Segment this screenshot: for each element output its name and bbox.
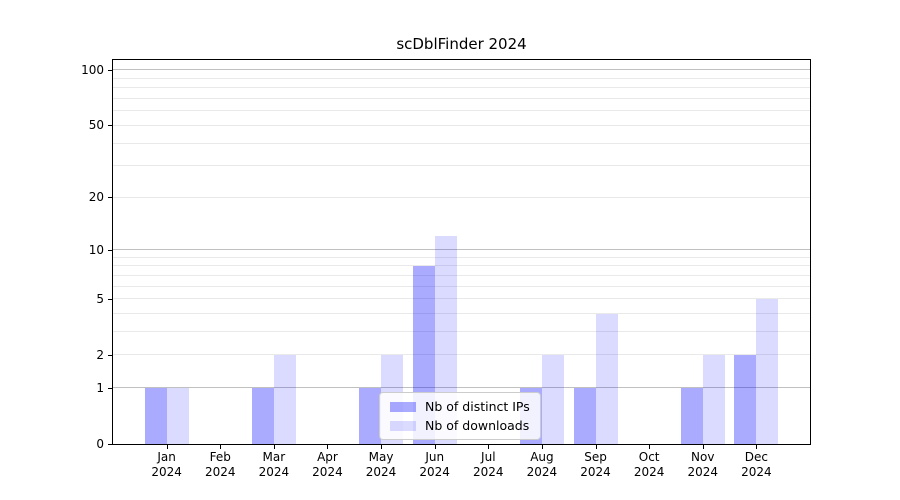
ytick-mark-5 (108, 298, 112, 300)
xtick-label-2: Feb 2024 (204, 450, 236, 479)
xtick-mark-9 (595, 445, 597, 449)
xtick-mark-11 (702, 445, 704, 449)
gridline-major-1 (113, 387, 810, 389)
xtick-mark-1 (166, 445, 168, 449)
xtick-mark-4 (327, 445, 329, 449)
ytick-label-10: 10 (88, 242, 104, 257)
ytick-label-20: 20 (88, 190, 104, 205)
xtick-mark-2 (220, 445, 222, 449)
gridline-minor-8 (113, 265, 810, 267)
gridline-minor-30 (113, 165, 810, 167)
legend: Nb of distinct IPs Nb of downloads (379, 392, 541, 440)
xtick-mark-7 (488, 445, 490, 449)
xtick-mark-10 (649, 445, 651, 449)
legend-swatch-distinct-ips-icon (390, 401, 416, 412)
ytick-label-0: 0 (96, 437, 104, 451)
bar-downloads-mar-2024 (273, 354, 296, 444)
xtick-label-5: May 2024 (365, 450, 397, 479)
ytick-mark-1 (108, 387, 112, 389)
chart-title: scDblFinder 2024 (396, 35, 527, 53)
ytick-label-5: 5 (96, 291, 104, 306)
ytick-label-100: 100 (81, 62, 104, 77)
bar-downloads-jan-2024 (166, 387, 189, 444)
ytick-mark-10 (108, 249, 112, 251)
xtick-mark-12 (756, 445, 758, 449)
gridline-minor-50 (113, 124, 810, 126)
gridline-minor-40 (113, 142, 810, 144)
xtick-label-7: Jul 2024 (473, 450, 504, 479)
gridline-major-100 (113, 69, 810, 71)
xtick-label-3: Mar 2024 (258, 450, 290, 479)
gridline-minor-7 (113, 274, 810, 276)
ytick-mark-50 (108, 125, 112, 127)
gridline-minor-2 (113, 354, 810, 356)
xtick-label-9: Sep 2024 (580, 450, 611, 479)
bar-ips-dec-2024 (734, 354, 757, 444)
xtick-label-8: Aug 2024 (526, 450, 558, 479)
legend-label-downloads: Nb of downloads (425, 418, 530, 433)
gridline-minor-80 (113, 87, 810, 89)
bar-ips-nov-2024 (680, 387, 703, 444)
xtick-mark-3 (273, 445, 275, 449)
ytick-label-50: 50 (88, 118, 104, 133)
ytick-mark-100 (108, 69, 112, 71)
ytick-mark-2 (108, 354, 112, 356)
bar-ips-mar-2024 (251, 387, 274, 444)
xtick-label-10: Oct 2024 (633, 450, 665, 479)
xtick-label-6: Jun 2024 (419, 450, 450, 479)
bar-downloads-aug-2024 (541, 354, 564, 444)
gridline-minor-20 (113, 196, 810, 198)
bar-downloads-sep-2024 (595, 313, 618, 444)
bar-downloads-nov-2024 (702, 354, 725, 444)
gridline-minor-90 (113, 77, 810, 79)
gridline-minor-60 (113, 110, 810, 112)
xtick-mark-5 (381, 445, 383, 449)
gridline-minor-9 (113, 256, 810, 258)
ytick-mark-0 (108, 444, 112, 445)
legend-item-downloads: Nb of downloads (390, 418, 530, 433)
gridline-minor-70 (113, 98, 810, 100)
legend-label-distinct-ips: Nb of distinct IPs (425, 399, 530, 414)
legend-item-distinct-ips: Nb of distinct IPs (390, 399, 530, 414)
ytick-label-2: 2 (96, 347, 104, 362)
plot-area (112, 59, 811, 445)
xtick-label-1: Jan 2024 (151, 450, 182, 479)
legend-swatch-downloads-icon (390, 420, 416, 431)
bar-ips-jan-2024 (144, 387, 167, 444)
bar-ips-may-2024 (359, 387, 382, 444)
gridline-major-10 (113, 249, 810, 251)
gridline-minor-5 (113, 298, 810, 300)
ytick-mark-20 (108, 197, 112, 199)
gridline-minor-4 (113, 313, 810, 315)
ytick-label-1: 1 (96, 380, 104, 395)
gridline-minor-6 (113, 285, 810, 287)
bar-downloads-dec-2024 (756, 298, 779, 444)
xtick-label-12: Dec 2024 (741, 450, 772, 479)
xtick-label-11: Nov 2024 (687, 450, 719, 479)
xtick-label-4: Apr 2024 (312, 450, 343, 479)
gridline-minor-3 (113, 331, 810, 333)
xtick-mark-6 (434, 445, 436, 449)
bar-ips-sep-2024 (573, 387, 596, 444)
xtick-mark-8 (541, 445, 543, 449)
